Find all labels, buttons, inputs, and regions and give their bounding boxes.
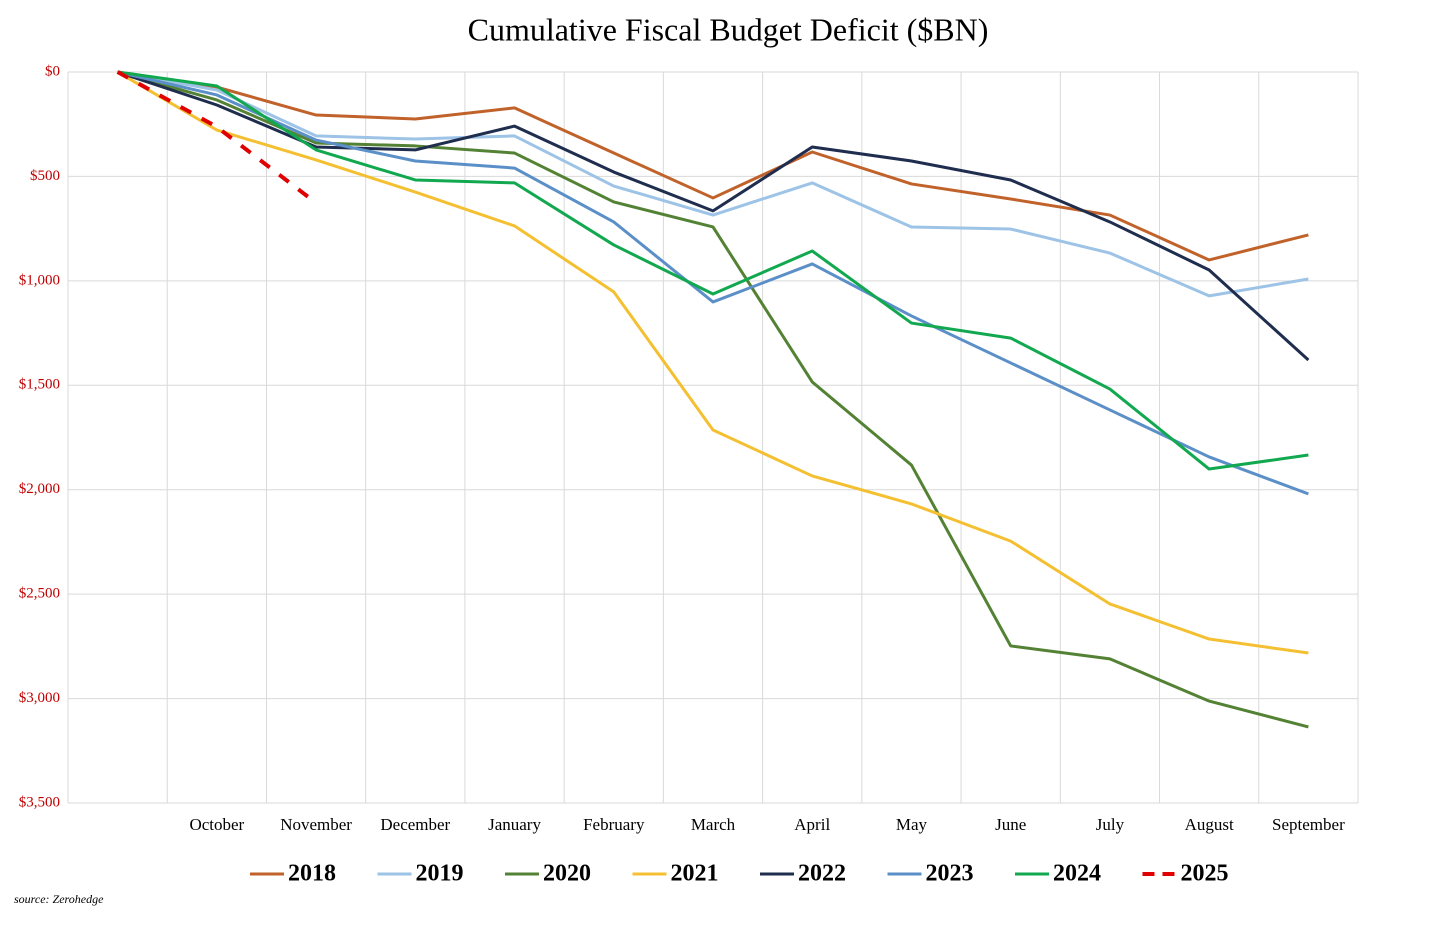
y-tick-label: $0 <box>45 63 60 79</box>
legend-label: 2023 <box>926 861 974 887</box>
x-tick-label: April <box>794 815 830 834</box>
legend-label: 2025 <box>1181 861 1229 887</box>
legend-label: 2024 <box>1053 861 1101 887</box>
series-line <box>117 70 1309 496</box>
series-line <box>117 70 1309 298</box>
chart-title: Cumulative Fiscal Budget Deficit ($BN) <box>468 11 989 47</box>
x-tick-label: July <box>1096 815 1125 834</box>
y-tick-label: $1,000 <box>19 272 60 288</box>
source-note: source: Zerohedge <box>14 892 104 906</box>
x-tick-label: February <box>583 815 645 834</box>
x-tick-label: May <box>896 815 928 834</box>
x-tick-label: January <box>488 815 541 834</box>
series-line <box>116 70 318 205</box>
legend-label: 2019 <box>416 861 464 887</box>
x-tick-label: October <box>189 815 244 834</box>
y-tick-label: $500 <box>30 168 60 184</box>
y-tick-label: $3,500 <box>19 794 60 810</box>
x-tick-label: November <box>280 815 352 834</box>
x-tick-label: August <box>1185 815 1234 834</box>
series-line <box>117 70 1310 362</box>
x-tick-label: December <box>380 815 450 834</box>
series-line <box>116 70 1309 655</box>
x-tick-label: March <box>691 815 736 834</box>
y-tick-label: $3,000 <box>19 690 60 706</box>
y-tick-label: $2,000 <box>19 481 60 497</box>
y-tick-label: $1,500 <box>19 377 60 393</box>
x-tick-label: June <box>995 815 1026 834</box>
legend-label: 2018 <box>288 861 336 887</box>
legend-label: 2020 <box>543 861 591 887</box>
y-tick-label: $2,500 <box>19 586 60 602</box>
legend-label: 2022 <box>798 861 846 887</box>
x-tick-label: September <box>1272 815 1345 834</box>
legend-label: 2021 <box>671 861 719 887</box>
series-line <box>117 70 1309 471</box>
series-line <box>117 70 1309 729</box>
series-line <box>117 70 1309 262</box>
